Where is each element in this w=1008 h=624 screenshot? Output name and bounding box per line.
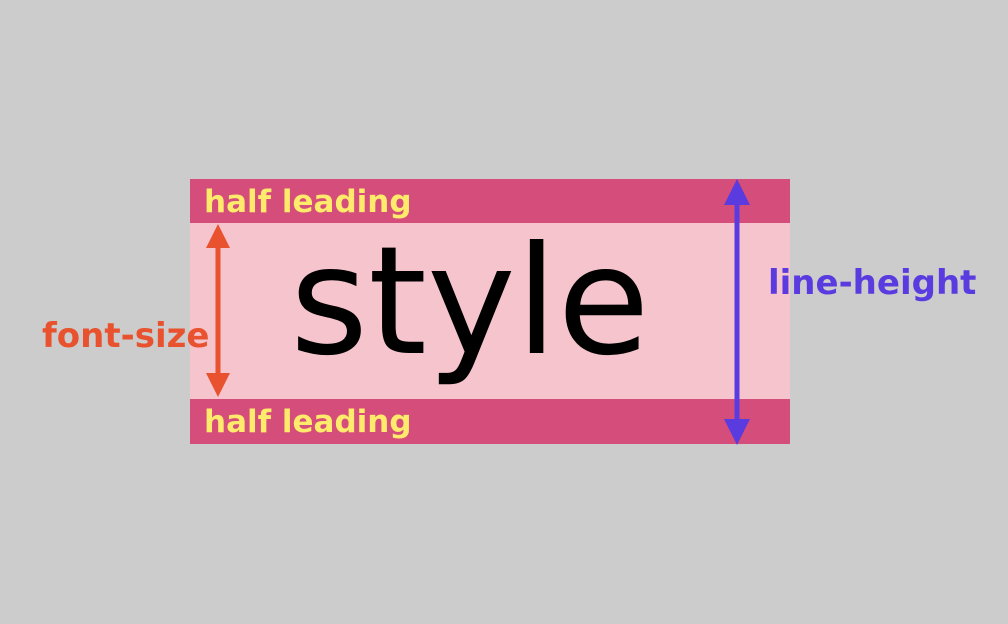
font-size-label: font-size xyxy=(42,316,210,356)
bottom-half-leading-label: half leading xyxy=(204,404,412,440)
content-area: style xyxy=(190,223,790,399)
sample-word: style xyxy=(290,215,650,389)
top-half-leading-label: half leading xyxy=(204,184,412,220)
bottom-half-leading-band: half leading xyxy=(190,399,790,444)
top-half-leading-band: half leading xyxy=(190,179,790,223)
line-box: half leading style half leading xyxy=(190,179,790,444)
line-height-label: line-height xyxy=(768,263,977,303)
font-size-arrow xyxy=(206,224,230,397)
line-height-arrow xyxy=(724,179,750,445)
